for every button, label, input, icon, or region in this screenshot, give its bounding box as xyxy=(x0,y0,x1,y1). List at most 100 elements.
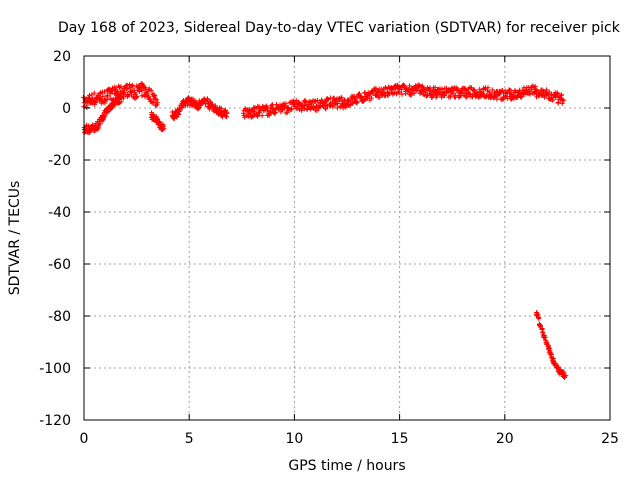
data-point xyxy=(102,100,108,106)
axis-ticks: 0 5 10 15 20 25 20 0 -20 -40 -60 -80 -100 -120 xyxy=(39,49,619,447)
x-tick-label: 10 xyxy=(285,431,303,447)
data-point xyxy=(431,92,437,98)
series-2 xyxy=(148,110,167,133)
data-point xyxy=(224,110,230,116)
data-point xyxy=(548,351,554,357)
data-point xyxy=(299,107,305,113)
x-axis-title: GPS time / hours xyxy=(288,458,405,474)
data-point xyxy=(139,87,145,93)
data-point xyxy=(157,119,163,125)
data-point xyxy=(289,106,295,112)
series-4 xyxy=(240,82,567,120)
grid xyxy=(84,56,610,420)
data-point xyxy=(242,114,248,120)
data-point xyxy=(471,87,477,93)
data-point xyxy=(508,88,514,94)
data-point xyxy=(467,91,473,97)
data-point xyxy=(133,94,139,100)
data-point xyxy=(411,90,417,96)
data-point xyxy=(369,89,375,95)
data-point xyxy=(559,100,565,106)
data-point xyxy=(315,98,321,104)
data-point xyxy=(218,105,224,111)
y-tick-label: -20 xyxy=(48,153,71,169)
y-tick-label: 0 xyxy=(62,101,71,117)
data-point xyxy=(105,93,111,99)
data-point xyxy=(212,103,218,109)
series-1 xyxy=(81,92,125,135)
data-point xyxy=(161,126,167,132)
data-point xyxy=(311,104,317,110)
data-point xyxy=(555,364,561,370)
data-point xyxy=(396,90,402,96)
series-5 xyxy=(533,310,569,381)
data-point xyxy=(288,107,294,113)
data-point xyxy=(429,95,435,101)
data-point xyxy=(91,90,97,96)
data-point xyxy=(561,97,567,103)
y-tick-label: -60 xyxy=(48,257,71,273)
chart-title: Day 168 of 2023, Sidereal Day-to-day VTE… xyxy=(58,20,621,36)
data-point xyxy=(334,105,340,111)
data-point xyxy=(480,91,486,97)
data-point xyxy=(97,121,103,127)
data-point xyxy=(455,87,461,93)
data-point xyxy=(485,85,491,91)
data-point xyxy=(268,103,274,109)
data-point xyxy=(368,95,374,101)
data-point xyxy=(255,113,261,119)
data-point xyxy=(407,83,413,89)
data-point xyxy=(290,98,296,104)
data-point xyxy=(134,94,140,100)
data-point xyxy=(139,93,145,99)
data-point xyxy=(323,106,329,112)
data-point xyxy=(400,82,406,88)
data-point xyxy=(339,95,345,101)
data-point xyxy=(118,84,124,90)
data-point xyxy=(447,92,453,98)
data-point xyxy=(185,102,191,108)
data-point xyxy=(86,97,92,103)
data-point xyxy=(561,369,567,375)
data-point xyxy=(532,83,538,89)
data-point xyxy=(547,347,553,353)
data-point xyxy=(192,98,198,104)
data-point xyxy=(122,89,128,95)
data-point xyxy=(395,89,401,95)
y-axis-title: SDTVAR / TECUs xyxy=(7,181,23,296)
data-point xyxy=(518,95,524,101)
data-point xyxy=(439,87,445,93)
data-point xyxy=(563,373,569,379)
data-point xyxy=(124,82,130,88)
data-point xyxy=(223,109,229,115)
data-point xyxy=(484,88,490,94)
data-point xyxy=(266,111,272,117)
data-point xyxy=(102,114,108,120)
y-tick-label: -120 xyxy=(39,413,71,429)
data-point xyxy=(522,91,528,97)
data-point xyxy=(224,114,230,120)
data-point xyxy=(399,91,405,97)
series-3 xyxy=(169,95,230,121)
data-point xyxy=(97,90,103,96)
data-point xyxy=(310,105,316,111)
data-point xyxy=(87,129,93,135)
data-point xyxy=(457,93,463,99)
y-tick-label: -80 xyxy=(48,309,71,325)
data-point xyxy=(555,91,561,97)
data-point xyxy=(540,329,546,335)
plot-frame xyxy=(83,55,611,421)
data-point xyxy=(204,97,210,103)
data-point xyxy=(155,100,161,106)
data-point xyxy=(254,112,260,118)
data-point xyxy=(272,111,278,117)
x-tick-label: 15 xyxy=(391,431,409,447)
data-point xyxy=(130,83,136,89)
y-tick-label: 20 xyxy=(53,49,71,65)
data-point xyxy=(354,99,360,105)
data-point xyxy=(148,87,154,93)
data-point xyxy=(424,93,430,99)
data-point xyxy=(325,96,331,102)
y-tick-label: -40 xyxy=(48,205,71,221)
